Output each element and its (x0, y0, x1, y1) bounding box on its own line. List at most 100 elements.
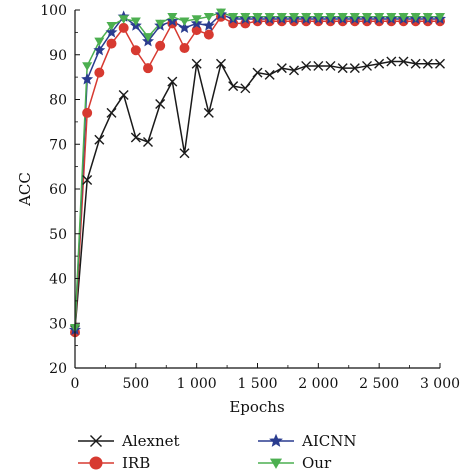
data-point-alexnet (216, 58, 226, 69)
y-tick-label: 70 (49, 137, 67, 153)
x-tick-label: 500 (122, 376, 149, 392)
data-point-alexnet (167, 76, 178, 87)
legend-item-aicnn: AICNN (258, 432, 357, 450)
data-point-our (386, 13, 397, 22)
legend-marker (269, 458, 283, 469)
data-point-our (240, 13, 251, 22)
data-point-our (313, 13, 324, 22)
data-point-alexnet (264, 69, 275, 80)
data-point-alexnet (313, 60, 324, 71)
y-tick-label: 60 (49, 182, 67, 198)
data-point-our (167, 13, 178, 22)
data-point-our (94, 37, 105, 47)
y-tick-label: 80 (49, 93, 67, 109)
legend-label: AICNN (301, 432, 357, 450)
data-point-our (264, 13, 275, 22)
data-point-alexnet (301, 60, 312, 71)
legend-item-alexnet: Alexnet (78, 432, 180, 450)
data-point-our (434, 13, 446, 22)
data-point-alexnet (337, 63, 348, 74)
data-point-alexnet (155, 98, 166, 109)
data-point-alexnet (374, 58, 385, 69)
data-point-irb (106, 38, 117, 49)
legend-item-irb: IRB (78, 454, 150, 472)
data-point-our (142, 33, 154, 42)
data-point-alexnet (325, 60, 336, 71)
data-point-our (155, 19, 166, 29)
data-point-alexnet (179, 148, 190, 159)
data-point-alexnet (118, 90, 129, 101)
y-tick-label: 40 (49, 272, 67, 288)
data-point-our (361, 13, 373, 22)
data-point-alexnet (191, 58, 202, 69)
data-point-our (325, 13, 336, 22)
data-point-our (374, 13, 385, 22)
data-point-alexnet (362, 60, 372, 71)
data-point-irb (130, 45, 141, 56)
data-point-our (422, 13, 433, 22)
x-axis-title: Epochs (229, 398, 284, 416)
legend: Alexnet IRB AICNN Our (78, 432, 357, 472)
plot-series-layer (74, 11, 440, 333)
x-tick-label: 2 500 (359, 376, 399, 392)
data-point-alexnet (422, 58, 433, 69)
data-point-aicnn (202, 19, 215, 31)
data-point-alexnet (203, 107, 214, 118)
y-axis-title: ACC (16, 172, 34, 207)
legend-label: IRB (122, 454, 150, 472)
data-point-our (337, 13, 348, 22)
legend-label: Our (302, 454, 332, 472)
data-point-irb (118, 22, 129, 33)
data-point-our (191, 15, 202, 24)
data-point-alexnet (398, 56, 409, 67)
y-tick-label: 50 (49, 227, 67, 243)
data-point-alexnet (106, 107, 117, 118)
data-point-our (349, 13, 360, 22)
x-tick-label: 1 000 (177, 376, 217, 392)
data-point-our (82, 62, 93, 71)
data-point-our (179, 17, 190, 27)
legend-item-our: Our (258, 454, 332, 472)
legend-label: Alexnet (121, 432, 180, 450)
data-point-alexnet (252, 67, 263, 78)
data-point-alexnet (435, 58, 445, 69)
data-point-irb (203, 29, 214, 40)
data-point-alexnet (143, 137, 153, 148)
data-point-our (410, 13, 421, 22)
data-point-our (106, 21, 117, 31)
y-tick-label: 20 (49, 361, 67, 377)
data-point-alexnet (94, 134, 105, 145)
legend-marker (269, 433, 283, 447)
data-point-alexnet (386, 56, 397, 67)
data-point-our (276, 13, 287, 22)
data-point-aicnn (178, 21, 191, 33)
data-point-alexnet (276, 63, 287, 74)
legend-marker (89, 456, 103, 470)
data-point-irb (155, 40, 166, 51)
data-point-our (301, 13, 312, 22)
x-tick-label: 1 500 (237, 376, 277, 392)
y-tick-label: 30 (49, 316, 67, 332)
data-point-our (228, 13, 239, 22)
data-point-our (118, 15, 129, 24)
y-tick-label: 100 (40, 3, 67, 19)
data-point-our (398, 13, 409, 22)
data-point-alexnet (349, 63, 360, 74)
data-point-irb (94, 67, 105, 78)
data-point-our (130, 17, 141, 27)
series-line-irb (74, 15, 440, 333)
data-point-alexnet (130, 132, 141, 143)
data-point-our (252, 13, 263, 22)
data-point-our (203, 13, 214, 22)
data-point-alexnet (228, 81, 239, 92)
data-point-our (288, 13, 300, 22)
x-tick-label: 2 000 (298, 376, 338, 392)
x-tick-label: 3 000 (420, 376, 460, 392)
data-point-irb (82, 107, 93, 118)
series-line-our (74, 11, 440, 328)
data-point-irb (179, 43, 190, 54)
y-tick-label: 90 (49, 48, 67, 64)
series-line-alexnet (74, 60, 440, 331)
series-line-aicnn (74, 13, 440, 330)
